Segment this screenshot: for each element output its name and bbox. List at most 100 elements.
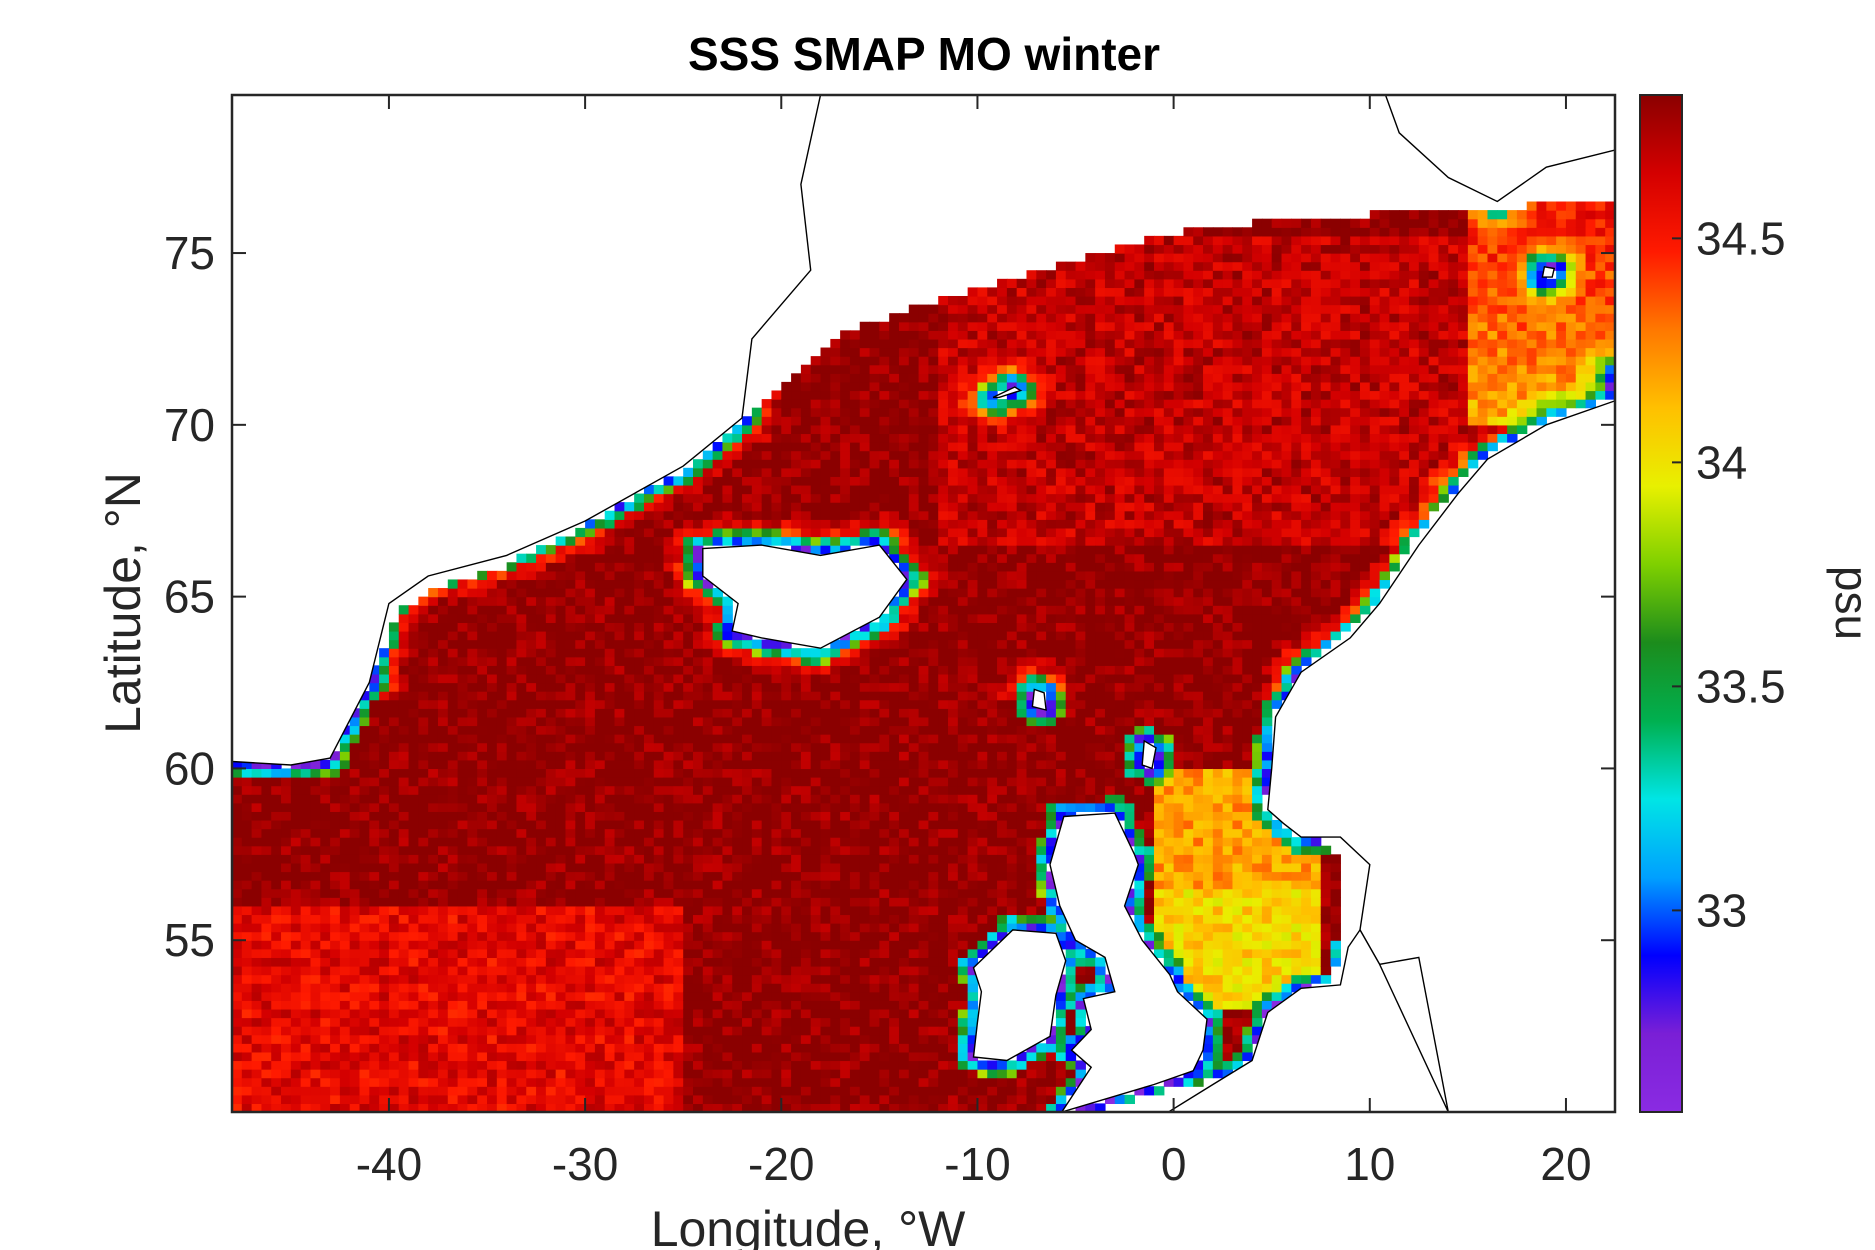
heatmap-cell [467,819,478,830]
heatmap-cell [683,502,694,512]
heatmap-cell [251,940,263,950]
heatmap-cell [418,931,429,941]
heatmap-cell [761,974,773,984]
heatmap-cell [232,905,243,916]
heatmap-cell [437,1034,449,1044]
heatmap-cell [281,1086,292,1096]
heatmap-cell [516,751,527,761]
heatmap-cell [859,931,871,941]
heatmap-cell [290,1069,302,1079]
heatmap-cell [849,931,861,941]
heatmap-cell [261,1008,272,1019]
heatmap-cell [683,819,694,830]
heatmap-cell [781,433,792,443]
heatmap-cell [830,416,841,426]
heatmap-cell [702,450,714,460]
heatmap-cell [830,476,841,486]
heatmap-cell [663,673,674,684]
heatmap-cell [457,699,469,709]
heatmap-cell [791,768,802,778]
heatmap-cell [614,983,625,993]
heatmap-cell [624,854,635,864]
heatmap-cell [271,897,282,907]
heatmap-cell [751,1086,763,1096]
heatmap-cell [614,965,625,976]
heatmap-cell [241,862,253,873]
heatmap-cell [732,656,743,666]
heatmap-cell [732,734,743,744]
heatmap-cell [339,751,351,761]
heatmap-cell [506,1094,518,1105]
heatmap-cell [830,519,841,529]
heatmap-cell [830,768,841,778]
heatmap-cell [643,1017,655,1027]
heatmap-cell [300,1043,312,1053]
heatmap-cell [663,871,674,881]
heatmap-cell [477,613,488,623]
heatmap-cell [908,545,920,555]
heatmap-cell [643,1077,655,1087]
heatmap-cell [663,605,674,615]
heatmap-cell [428,588,439,598]
heatmap-cell [251,811,263,821]
heatmap-cell [722,794,733,804]
heatmap-cell [437,991,449,1001]
heatmap-cell [536,862,547,873]
heatmap-cell [653,639,665,649]
heatmap-cell [918,708,930,718]
heatmap-cell [830,493,841,503]
heatmap-cell [379,862,390,873]
heatmap-cell [339,957,351,967]
heatmap-cell [840,897,851,907]
heatmap-cell [889,845,900,855]
heatmap-cell [369,811,380,821]
heatmap-cell [908,716,920,727]
heatmap-cell [496,1086,508,1096]
heatmap-cell [751,991,763,1001]
heatmap-cell [545,974,557,984]
heatmap-cell [849,1034,861,1044]
heatmap-cell [938,665,949,675]
heatmap-cell [506,751,518,761]
heatmap-cell [447,613,459,623]
heatmap-cell [467,1086,478,1096]
heatmap-cell [820,759,831,770]
heatmap-cell [320,777,331,787]
heatmap-cell [663,974,674,984]
heatmap-cell [820,931,831,941]
heatmap-cell [693,536,704,546]
heatmap-cell [800,519,812,529]
heatmap-cell [487,854,498,864]
heatmap-cell [663,708,674,718]
heatmap-cell [800,794,812,804]
heatmap-cell [506,880,518,890]
heatmap-cell [928,364,939,374]
heatmap-cell [398,759,410,770]
heatmap-cell [506,570,518,581]
heatmap-cell [938,407,949,417]
heatmap-cell [761,751,773,761]
heatmap-cell [653,579,665,589]
heatmap-cell [722,888,733,898]
heatmap-cell [575,1026,586,1036]
heatmap-cell [653,811,665,821]
heatmap-cell [594,1051,606,1062]
heatmap-cell [771,536,782,546]
heatmap-cell [536,854,547,864]
heatmap-cell [643,742,655,752]
heatmap-cell [771,665,782,675]
heatmap-cell [506,596,518,606]
heatmap-cell [732,639,743,649]
heatmap-cell [732,1051,743,1062]
heatmap-cell [545,622,557,632]
heatmap-cell [555,562,567,572]
heatmap-cell [251,974,263,984]
heatmap-cell [290,888,302,898]
heatmap-cell [241,948,253,958]
heatmap-cell [732,1017,743,1027]
heatmap-cell [722,759,733,770]
heatmap-cell [869,888,880,898]
heatmap-cell [781,811,792,821]
heatmap-cell [948,1077,959,1087]
heatmap-cell [712,484,724,495]
